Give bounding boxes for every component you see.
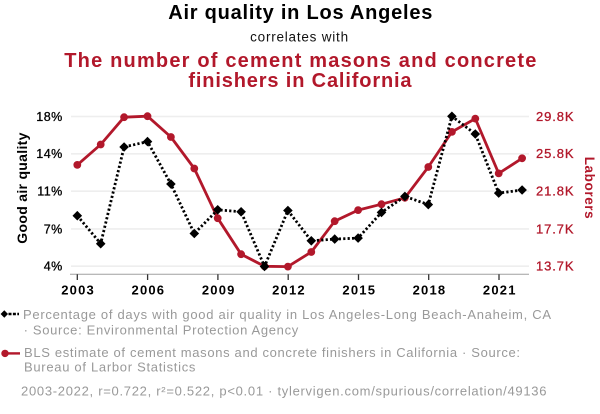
svg-text:21.8K: 21.8K: [536, 184, 574, 199]
svg-text:14%: 14%: [36, 147, 63, 161]
svg-text:Percentage of days with good a: Percentage of days with good air quality…: [23, 307, 552, 322]
svg-text:25.8K: 25.8K: [536, 146, 574, 161]
svg-text:Air quality in Los Angeles: Air quality in Los Angeles: [168, 2, 433, 24]
svg-text:2003-2022, r=0.722, r²=0.522,: 2003-2022, r=0.722, r²=0.522, p<0.01 · t…: [21, 384, 547, 399]
svg-text:17.7K: 17.7K: [536, 221, 574, 236]
svg-text:2003: 2003: [61, 283, 95, 298]
svg-text:7%: 7%: [44, 222, 63, 236]
svg-text:11%: 11%: [37, 185, 63, 199]
svg-text:2018: 2018: [413, 283, 447, 298]
svg-text:29.8K: 29.8K: [536, 109, 574, 124]
svg-text:2015: 2015: [342, 283, 376, 298]
svg-text:2021: 2021: [483, 283, 517, 298]
svg-text:finishers in California: finishers in California: [188, 70, 412, 92]
svg-text:2006: 2006: [132, 283, 166, 298]
svg-text:The number of cement masons an: The number of cement masons and concrete: [64, 50, 537, 72]
svg-text:Bureau of Larbor Statistics: Bureau of Larbor Statistics: [24, 360, 196, 375]
svg-text:2012: 2012: [272, 283, 306, 298]
svg-text:Laborers: Laborers: [582, 157, 597, 220]
svg-text:· Source: Environmental Protec: · Source: Environmental Protection Agenc…: [24, 323, 299, 338]
svg-text:4%: 4%: [44, 260, 63, 274]
svg-text:Good air quality: Good air quality: [14, 132, 30, 243]
svg-text:correlates with: correlates with: [250, 30, 349, 45]
svg-text:2009: 2009: [202, 283, 236, 298]
svg-text:13.7K: 13.7K: [536, 259, 574, 274]
svg-text:BLS estimate of cement masons: BLS estimate of cement masons and concre…: [24, 345, 521, 360]
svg-text:18%: 18%: [36, 110, 63, 124]
